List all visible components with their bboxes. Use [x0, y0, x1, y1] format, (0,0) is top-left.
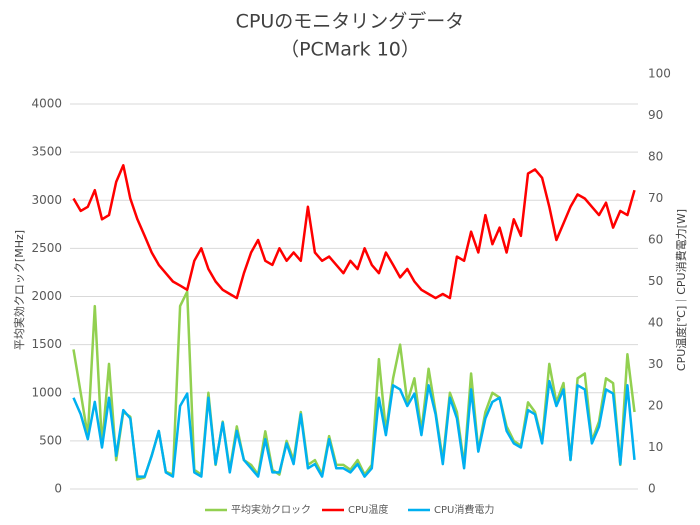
y2-tick-label: 70	[648, 191, 663, 205]
y-tick-label: 1000	[31, 385, 62, 399]
chart-title: CPUのモニタリングデータ	[236, 11, 465, 33]
legend-label: CPU消費電力	[434, 503, 494, 516]
legend-label: 平均実効クロック	[231, 503, 311, 516]
y2-tick-label: 0	[648, 482, 656, 496]
chart-subtitle: （PCMark 10）	[280, 39, 420, 61]
y-axis-title: 平均実効クロック[MHz]	[12, 230, 26, 350]
series-line	[72, 379, 636, 478]
legend-label: CPU温度	[348, 503, 388, 516]
y-tick-label: 2000	[31, 289, 62, 303]
y2-tick-label: 80	[648, 150, 663, 164]
y2-axis-title: CPU温度[℃]｜CPU消費電力[W]	[674, 209, 688, 371]
y2-tick-label: 50	[648, 274, 663, 288]
y-tick-label: 4000	[31, 97, 62, 111]
y2-tick-label: 60	[648, 233, 663, 247]
y-tick-label: 500	[39, 433, 62, 447]
y2-tick-label: 10	[648, 440, 663, 454]
y-tick-label: 3000	[31, 193, 62, 207]
y-tick-label: 3500	[31, 145, 62, 159]
series-line	[72, 164, 636, 300]
y2-tick-label: 40	[648, 316, 663, 330]
y-tick-label: 0	[54, 482, 62, 496]
y2-tick-label: 30	[648, 357, 663, 371]
y-tick-label: 2500	[31, 241, 62, 255]
y2-tick-label: 90	[648, 108, 663, 122]
y2-tick-label: 100	[648, 67, 671, 81]
y-tick-label: 1500	[31, 337, 62, 351]
y2-tick-label: 20	[648, 399, 663, 413]
